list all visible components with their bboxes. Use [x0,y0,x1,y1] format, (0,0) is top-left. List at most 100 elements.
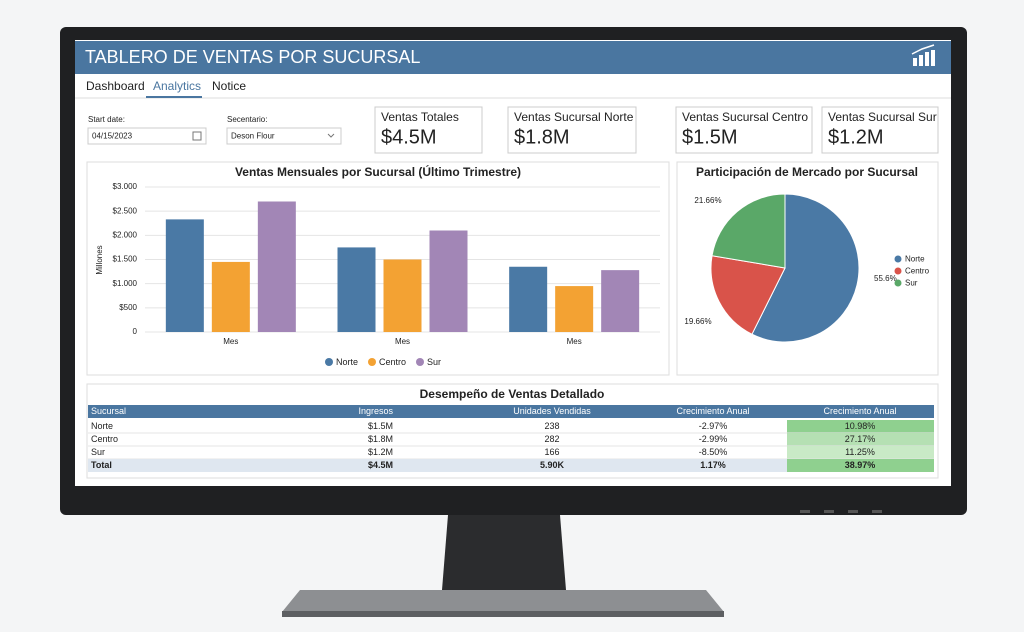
chart-title: Participación de Mercado por Sucursal [696,165,918,179]
table-cell: Centro [91,434,118,444]
calendar-icon [192,131,202,141]
table-total-cell: 5.90K [540,460,565,470]
kpi-card [507,106,637,154]
legend-swatch [894,255,902,263]
table-cell: Sur [91,447,105,457]
kpi-label: Ventas Sucursal Norte [514,110,634,124]
tab[interactable]: Dashboard [86,79,145,93]
table-header-cell: Crecimiento Anual [676,406,749,416]
button [824,510,834,513]
kpi-card [821,106,939,154]
kpi-value: $1.2M [828,126,884,148]
header-bar [75,41,951,74]
dropdown-chevron [327,133,335,138]
pie-label: 55.6% [874,274,897,283]
table-cell: 10.98% [845,421,876,431]
legend-swatch [368,358,376,366]
bar [601,270,640,332]
legend-label: Sur [427,357,441,367]
y-tick-label: $1.500 [113,255,138,264]
table-cell: -2.99% [699,434,728,444]
kpi-label: Ventas Sucursal Sur [828,110,937,124]
table-header-cell: Ingresos [358,406,393,416]
x-tick-label: Mes [395,337,410,346]
table-total-cell: Total [91,460,112,470]
table-cell: $1.5M [368,421,393,431]
legend-swatch [325,358,333,366]
table-header-cell: Sucursal [91,406,126,416]
table-cell: 27.17% [845,434,876,444]
filter-value: Deson Flour [231,132,275,141]
table-header-cell: Unidades Vendidas [513,406,591,416]
kpi-card [675,106,813,154]
y-tick-label: 0 [133,327,138,336]
chart-title: Ventas Mensuales por Sucursal (Último Tr… [235,164,521,179]
legend-label: Centro [905,267,930,276]
bar [337,247,376,332]
tab[interactable]: Notice [212,79,246,93]
pie-slice [711,193,786,269]
kpi-label: Ventas Totales [381,110,459,124]
kpi-label: Ventas Sucursal Centro [682,110,808,124]
bar [509,266,548,332]
legend-label: Norte [905,255,925,264]
pie-slice [710,255,786,335]
monitor-neck [442,515,566,590]
filter-label: Start date: [88,115,125,124]
highlight-cell [787,459,934,472]
filter-value: 04/15/2023 [92,132,133,141]
button [800,510,810,513]
header-icon [911,44,935,66]
y-tick-label: $500 [119,303,137,312]
highlight-cell [787,433,934,446]
pie-slice [751,193,860,343]
legend-label: Centro [379,357,406,367]
bar [211,261,250,332]
kpi-value: $4.5M [381,126,437,148]
table-total-cell: 38.97% [845,460,876,470]
bar [555,286,594,332]
filter-input[interactable] [87,127,207,145]
icon-bar [925,52,929,66]
pie-label: 19.66% [684,317,711,326]
icon-arrow [911,44,935,55]
header-title: TABLERO DE VENTAS POR SUCURSAL [85,47,420,67]
button [872,510,882,513]
kpi-value: $1.8M [514,126,570,148]
table-total-cell: $4.5M [368,460,393,470]
tab[interactable]: Analytics [153,79,201,93]
button [848,510,858,513]
kpi-value: $1.5M [682,126,738,148]
highlight-cell [787,446,934,459]
table-header [88,405,934,418]
x-tick-label: Mes [223,337,238,346]
icon-bar [931,50,935,66]
filter-label: Secentario: [227,115,267,124]
bar [257,201,296,332]
table-header-cell: Crecimiento Anual [823,406,896,416]
y-tick-label: $2.500 [113,206,138,215]
legend-swatch [894,279,902,287]
icon-bar [919,55,923,66]
table-cell: 166 [544,447,559,457]
filter-input[interactable] [226,127,342,145]
y-tick-label: $3.000 [113,182,138,191]
table-cell: 11.25% [845,447,875,457]
x-tick-label: Mes [567,337,582,346]
legend-label: Norte [336,357,358,367]
y-tick-label: $1.000 [113,279,138,288]
bar [383,259,422,332]
monitor-base-edge [282,611,724,617]
total-row [88,459,934,472]
legend-label: Sur [905,279,918,288]
kpi-card [374,106,483,154]
bar [429,230,468,332]
y-tick-label: $2.000 [113,230,138,239]
pie-label: 21.66% [694,196,721,205]
y-axis-label: Millones [95,245,104,274]
table-cell: $1.8M [368,434,393,444]
monitor-buttons [800,510,882,513]
monitor-base [282,590,724,612]
legend-swatch [894,267,902,275]
table-cell: $1.2M [368,447,393,457]
